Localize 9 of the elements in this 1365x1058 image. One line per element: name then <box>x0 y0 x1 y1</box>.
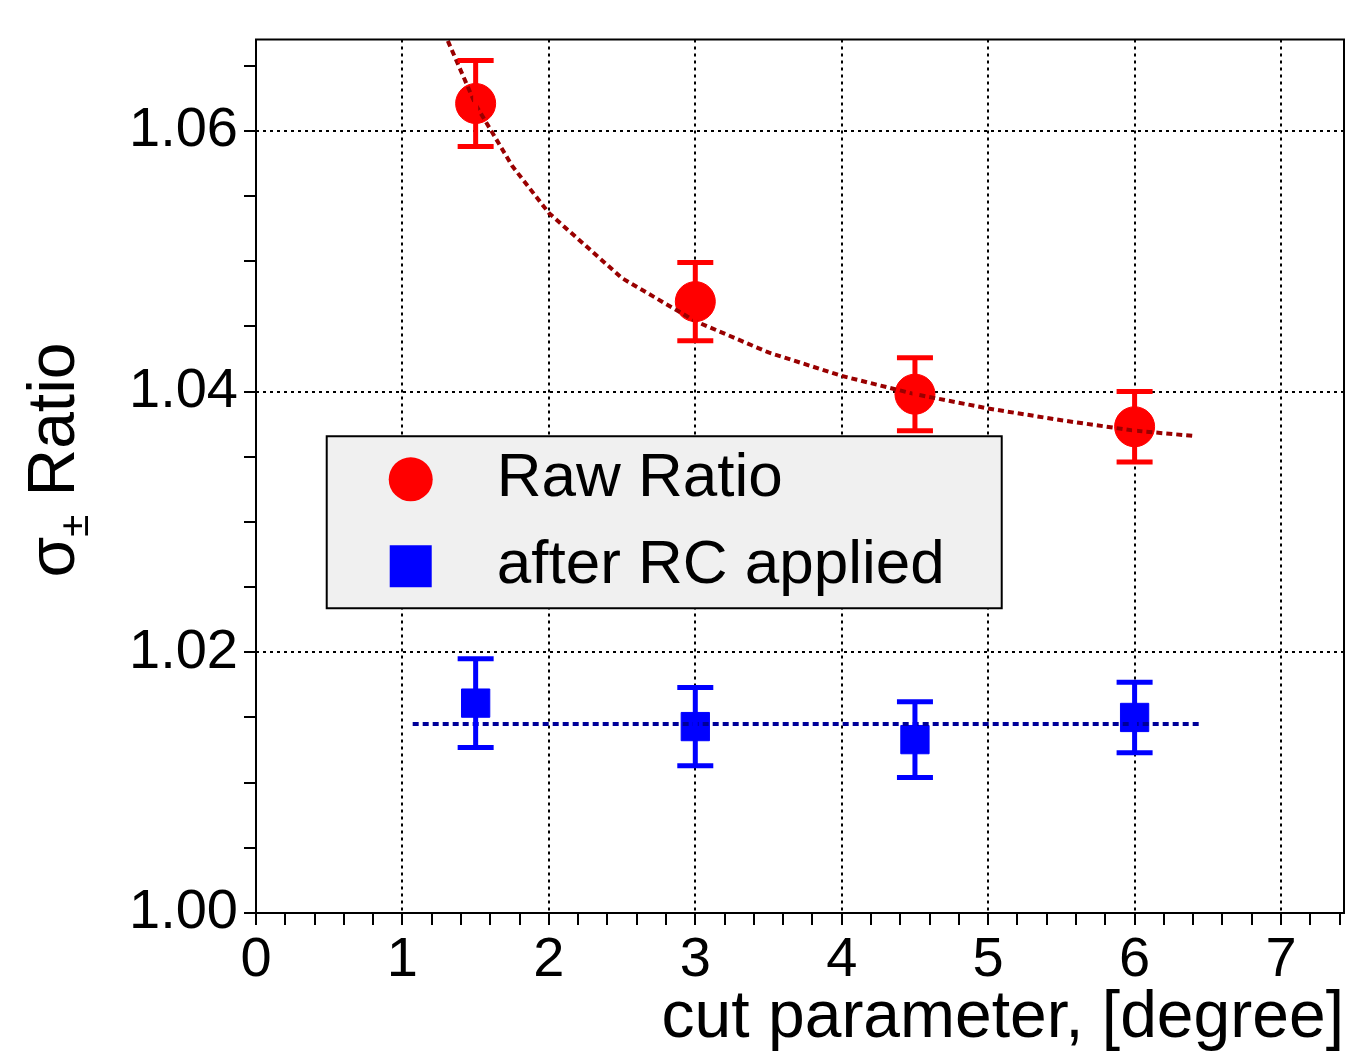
y-tick-label: 1.04 <box>129 356 238 419</box>
y-tick-label: 1.06 <box>129 95 238 159</box>
x-tick-label: 2 <box>533 925 565 989</box>
x-tick-label: 1 <box>386 925 419 989</box>
x-tick-label: 0 <box>240 925 272 989</box>
y-tick-label: 1.02 <box>129 616 238 680</box>
legend-label: after RC applied <box>496 527 945 597</box>
y-tick-label: 1.00 <box>129 877 238 941</box>
legend-label: Raw Ratio <box>496 440 783 510</box>
